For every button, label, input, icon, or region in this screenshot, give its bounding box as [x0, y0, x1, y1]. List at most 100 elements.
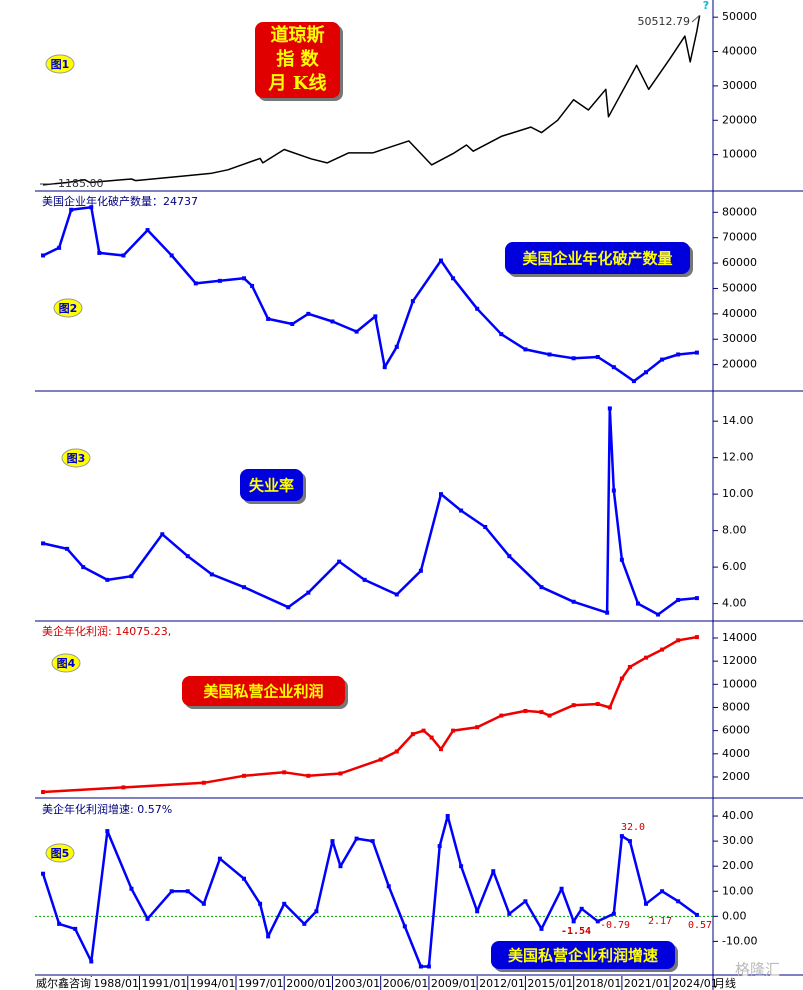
series-point	[475, 725, 480, 730]
series-point	[386, 884, 391, 889]
series-point	[306, 590, 311, 595]
badge-label: 图2	[59, 302, 78, 315]
series-point	[201, 901, 206, 906]
box-label: 道琼斯	[271, 24, 325, 46]
series-point	[201, 780, 206, 785]
series-point	[627, 839, 632, 844]
series-point	[330, 839, 335, 844]
series-point	[354, 836, 359, 841]
series-point	[286, 605, 291, 610]
series-point	[611, 911, 616, 916]
x-tick-label: 2006/01	[383, 977, 429, 990]
series-point	[523, 708, 528, 713]
x-tick-label: 1997/01	[238, 977, 284, 990]
source-background	[33, 977, 95, 990]
series-point	[354, 329, 359, 334]
series-point	[694, 912, 699, 917]
help-icon[interactable]: ?	[703, 0, 709, 12]
series-point	[676, 899, 681, 904]
series-point	[499, 332, 504, 337]
y-tick-label: 6.00	[722, 560, 747, 573]
series-point	[694, 596, 699, 601]
x-tick-label: 2012/01	[479, 977, 525, 990]
y-tick-label: 70000	[722, 231, 757, 244]
series-point	[539, 710, 544, 715]
y-tick-label: -10.00	[722, 934, 757, 947]
series-point	[644, 655, 649, 660]
series-point	[418, 964, 423, 969]
series-point	[605, 610, 610, 615]
series-point	[129, 574, 134, 579]
series-point	[571, 703, 576, 708]
y-tick-label: 10.00	[722, 487, 754, 500]
series-point	[644, 901, 649, 906]
y-tick-label: 20000	[722, 113, 757, 126]
x-tick-label: 2003/01	[334, 977, 380, 990]
y-tick-label: 10.00	[722, 884, 754, 897]
annotation: 0.57	[688, 920, 712, 931]
series-point	[41, 541, 46, 546]
annotation: -0.79	[600, 920, 630, 931]
series-point	[302, 921, 307, 926]
panel: 20000 30000 40000 50000 60000 70000 80000 美国企业年…	[41, 194, 757, 384]
period-label: 月线	[714, 976, 736, 990]
series-point	[394, 749, 399, 754]
series-point	[242, 585, 247, 590]
series-point	[595, 919, 600, 924]
panel-title: 美国企业年化破产数量：24737	[42, 194, 198, 208]
series-point	[290, 322, 295, 326]
series-point	[619, 676, 624, 681]
y-tick-label: 10000	[722, 677, 757, 690]
series-point	[627, 664, 632, 669]
series-point	[362, 577, 367, 582]
label-box	[505, 242, 690, 274]
panel: -10.00 0.00 10.00 20.00 30.00 40.00 美企年化利润增速: …	[35, 802, 757, 972]
badge-label: 图4	[57, 657, 76, 670]
series-point	[445, 814, 450, 819]
y-tick-label: 40000	[722, 45, 757, 58]
series-point	[41, 253, 46, 258]
box-label: 指 数	[276, 48, 319, 70]
y-tick-label: 20.00	[722, 859, 754, 872]
series-point	[595, 701, 600, 706]
max-label: 50512.79	[638, 15, 691, 28]
series-point	[338, 771, 343, 776]
series-point	[81, 565, 86, 570]
x-tick-label: 1988/01	[93, 977, 139, 990]
annotation: 32.0	[621, 822, 645, 833]
series-point	[41, 790, 46, 795]
series-line	[41, 814, 698, 968]
badge	[45, 843, 75, 863]
x-tick-label: 2018/01	[576, 977, 622, 990]
series-point	[121, 785, 126, 790]
series-point	[660, 647, 665, 652]
series-point	[337, 559, 342, 564]
series-point	[209, 572, 214, 577]
box-label: 美国私营企业利润	[203, 683, 323, 701]
series-point	[160, 532, 165, 537]
series-point	[451, 276, 456, 281]
source-label: 威尔鑫咨询	[36, 976, 91, 990]
series-point	[499, 713, 504, 718]
box-label: 美国私营企业利润增速	[508, 947, 658, 965]
series-point	[459, 864, 464, 869]
series-point	[250, 283, 255, 288]
series-point	[426, 964, 431, 969]
watermark: 格隆汇	[735, 961, 780, 979]
series-point	[619, 557, 624, 562]
series-point	[314, 909, 319, 914]
series-point	[559, 886, 564, 891]
series-point	[394, 344, 399, 349]
y-tick-label: 14.00	[722, 414, 754, 427]
y-tick-label: 60000	[722, 256, 757, 269]
box-label: 月 K线	[268, 72, 327, 94]
label-box	[491, 941, 675, 969]
series-point	[676, 597, 681, 602]
y-tick-label: 4.00	[722, 597, 747, 610]
series-point	[631, 379, 636, 384]
series-point	[41, 871, 46, 876]
y-tick-label: 50000	[722, 281, 757, 294]
y-tick-label: 30000	[722, 79, 757, 92]
series-point	[571, 919, 576, 924]
